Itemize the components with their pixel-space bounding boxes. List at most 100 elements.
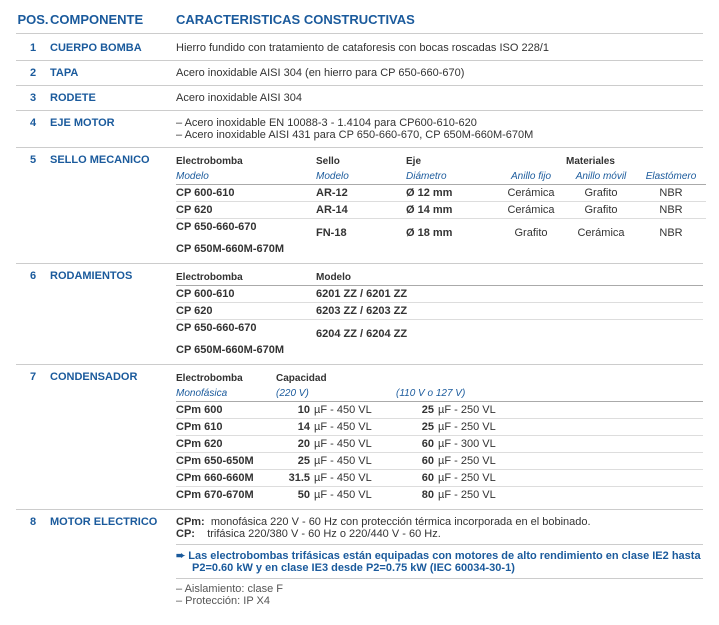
pos-8: 8	[16, 516, 50, 607]
desc-4: – Acero inoxidable EN 10088-3 - 1.4104 p…	[176, 117, 703, 141]
pos-6: 6	[16, 270, 50, 358]
cell: 31.5	[276, 472, 310, 484]
cell: AR-12	[316, 187, 406, 199]
pos-3: 3	[16, 92, 50, 104]
txt-cpm: monofásica 220 V - 60 Hz con protección …	[211, 516, 591, 528]
cell: 14	[276, 421, 310, 433]
cell: Cerámica	[496, 187, 566, 199]
cond-row: CPm 62020µF - 450 VL60µF - 300 VL	[176, 436, 703, 453]
sello-row-extra: CP 650M-660M-670M	[176, 241, 706, 257]
rod-row-extra: CP 650M-660M-670M	[176, 342, 703, 358]
sello-row: CP 650-660-670 FN-18 Ø 18 mm Grafito Cer…	[176, 219, 706, 241]
desc-6: Electrobomba Modelo CP 600-610 6201 ZZ /…	[176, 270, 703, 358]
cell: 60	[400, 455, 434, 467]
cell: 10	[276, 404, 310, 416]
cell: µF - 450 VL	[310, 489, 400, 501]
eje-line2: – Acero inoxidable AISI 431 para CP 650-…	[176, 129, 703, 141]
cell: 6203 ZZ / 6203 ZZ	[316, 305, 476, 317]
h-anillofijo: Anillo fijo	[496, 171, 566, 182]
cell: Ø 18 mm	[406, 221, 496, 239]
row-condensador: 7 CONDENSADOR Electrobomba Capacidad Mon…	[16, 365, 703, 510]
cell: µF - 250 VL	[434, 472, 524, 484]
row-rodete: 3 RODETE Acero inoxidable AISI 304	[16, 86, 703, 111]
cell: µF - 450 VL	[310, 404, 400, 416]
cell: CP 650-660-670	[176, 221, 316, 239]
cond-header2: Monofásica (220 V) (110 V o 127 V)	[176, 386, 703, 402]
cell: 25	[400, 404, 434, 416]
pos-2: 2	[16, 67, 50, 79]
h-modelo2: Modelo	[316, 171, 406, 182]
tag-cp: CP:	[176, 528, 195, 540]
cell: NBR	[636, 221, 706, 239]
h-modelo1: Modelo	[176, 171, 316, 182]
cell: Cerámica	[566, 221, 636, 239]
desc-1: Hierro fundido con tratamiento de catafo…	[176, 42, 703, 54]
h-electrobomba: Electrobomba	[176, 156, 316, 167]
cell: CP 620	[176, 204, 316, 216]
cell: CP 620	[176, 305, 316, 317]
cell: µF - 450 VL	[310, 455, 400, 467]
motor-aislamiento: – Aislamiento: clase F	[176, 583, 703, 595]
h-v220: (220 V)	[276, 388, 396, 399]
pos-4: 4	[16, 117, 50, 141]
cond-row: CPm 670-670M50µF - 450 VL80µF - 250 VL	[176, 487, 703, 503]
cond-row: CPm 650-650M25µF - 450 VL60µF - 250 VL	[176, 453, 703, 470]
cell: 25	[276, 455, 310, 467]
comp-6: RODAMIENTOS	[50, 270, 176, 358]
cell: 6204 ZZ / 6204 ZZ	[316, 322, 476, 340]
desc-2: Acero inoxidable AISI 304 (en hierro par…	[176, 67, 703, 79]
desc-5: Electrobomba Sello Eje Materiales Modelo…	[176, 154, 706, 257]
motor-bold-note: ➨ Las electrobombas trifásicas están equ…	[176, 545, 703, 578]
cell: Ø 12 mm	[406, 187, 496, 199]
h-diametro: Diámetro	[406, 171, 496, 182]
sello-row: CP 600-610 AR-12 Ø 12 mm Cerámica Grafit…	[176, 185, 706, 202]
cell: CPm 660-660M	[176, 472, 276, 484]
pos-7: 7	[16, 371, 50, 503]
cell: CPm 620	[176, 438, 276, 450]
h-v110: (110 V o 127 V)	[396, 388, 516, 399]
row-sello-mecanico: 5 SELLO MECANICO Electrobomba Sello Eje …	[16, 148, 703, 264]
rod-row: CP 620 6203 ZZ / 6203 ZZ	[176, 303, 703, 320]
table-header: POS. COMPONENTE CARACTERISTICAS CONSTRUC…	[16, 12, 703, 34]
motor-proteccion: – Protección: IP X4	[176, 595, 703, 607]
comp-5: SELLO MECANICO	[50, 154, 176, 257]
cell: CPm 600	[176, 404, 276, 416]
cell: µF - 250 VL	[434, 421, 524, 433]
h-materiales: Materiales	[566, 156, 636, 167]
sello-row: CP 620 AR-14 Ø 14 mm Cerámica Grafito NB…	[176, 202, 706, 219]
h-modelo: Modelo	[316, 272, 476, 283]
cell: µF - 250 VL	[434, 404, 524, 416]
cond-header1: Electrobomba Capacidad	[176, 371, 703, 386]
pos-1: 1	[16, 42, 50, 54]
h-eje: Eje	[406, 156, 496, 167]
rod-row: CP 650-660-670 6204 ZZ / 6204 ZZ	[176, 320, 703, 342]
cell: 6201 ZZ / 6201 ZZ	[316, 288, 476, 300]
cell: 60	[400, 472, 434, 484]
cell: 25	[400, 421, 434, 433]
cell: 60	[400, 438, 434, 450]
cell: µF - 450 VL	[310, 421, 400, 433]
cell: Ø 14 mm	[406, 204, 496, 216]
motor-cp: CP: trifásica 220/380 V - 60 Hz o 220/44…	[176, 528, 703, 540]
cell: µF - 450 VL	[310, 472, 400, 484]
cell: µF - 450 VL	[310, 438, 400, 450]
cell: NBR	[636, 204, 706, 216]
cell: AR-14	[316, 204, 406, 216]
comp-2: TAPA	[50, 67, 176, 79]
cell: CP 600-610	[176, 288, 316, 300]
cell: NBR	[636, 187, 706, 199]
cond-row: CPm 660-660M31.5µF - 450 VL60µF - 250 VL	[176, 470, 703, 487]
desc-7: Electrobomba Capacidad Monofásica (220 V…	[176, 371, 703, 503]
cell: FN-18	[316, 221, 406, 239]
comp-4: EJE MOTOR	[50, 117, 176, 141]
h-sello: Sello	[316, 156, 406, 167]
eje-line1: – Acero inoxidable EN 10088-3 - 1.4104 p…	[176, 117, 703, 129]
h-monofasica: Monofásica	[176, 388, 276, 399]
h-elastomero: Elastómero	[636, 171, 706, 182]
sello-header2: Modelo Modelo Diámetro Anillo fijo Anill…	[176, 169, 706, 185]
header-componente: COMPONENTE	[50, 12, 176, 27]
h-electrobomba: Electrobomba	[176, 272, 316, 283]
desc-8: CPm: monofásica 220 V - 60 Hz con protec…	[176, 516, 703, 607]
cell: Grafito	[566, 187, 636, 199]
cell: CPm 670-670M	[176, 489, 276, 501]
